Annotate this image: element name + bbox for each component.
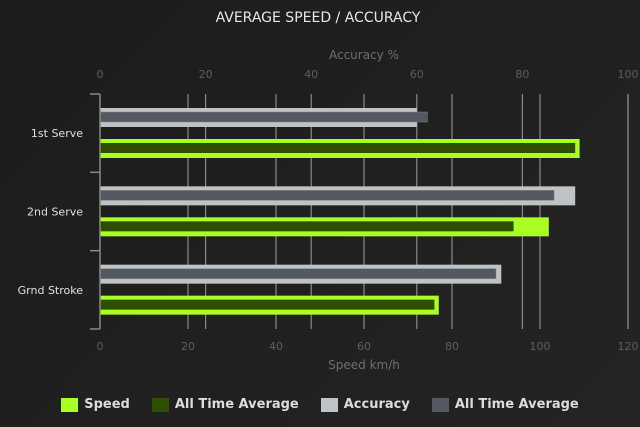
speed-average-bar	[100, 299, 435, 310]
speed-tick-label: 0	[97, 340, 104, 353]
accuracy-tick-label: 20	[199, 68, 213, 81]
speed-tick-label: 120	[618, 340, 639, 353]
legend-label: All Time Average	[454, 397, 579, 412]
legend-swatch	[431, 397, 449, 412]
legend-label: Speed	[84, 397, 130, 412]
legend-swatch	[320, 397, 338, 412]
accuracy-tick-label: 40	[304, 68, 318, 81]
speed-tick-label: 100	[530, 340, 551, 353]
accuracy-average-bar	[99, 268, 497, 279]
chart-title: AVERAGE SPEED / ACCURACY	[216, 10, 421, 26]
speed-tick-label: 40	[269, 340, 283, 353]
accuracy-tick-label: 0	[97, 68, 104, 81]
category-label: 2nd Serve	[27, 206, 83, 219]
legend-item[interactable]: Accuracy	[320, 397, 410, 412]
accuracy-average-bar	[99, 190, 555, 201]
chart: AVERAGE SPEED / ACCURACY Accuracy % Spee…	[18, 10, 639, 372]
accuracy-tick-label: 100	[618, 68, 639, 81]
legend-label: All Time Average	[174, 397, 299, 412]
accuracy-average-bar	[99, 111, 428, 123]
legend-label: Accuracy	[343, 397, 410, 412]
speed-tick-label: 20	[181, 340, 195, 353]
legend-swatch	[61, 397, 79, 412]
speed-average-bar	[100, 143, 576, 153]
speed-tick-label: 80	[445, 340, 459, 353]
category-label: 1st Serve	[31, 127, 83, 140]
speed-tick-label: 60	[357, 340, 371, 353]
top-axis-label: Accuracy %	[329, 48, 399, 62]
legend-item[interactable]: All Time Average	[431, 397, 579, 412]
legend-item[interactable]: All Time Average	[151, 397, 299, 412]
speed-average-bar	[100, 221, 514, 232]
accuracy-tick-label: 60	[410, 68, 424, 81]
accuracy-tick-label: 80	[515, 68, 529, 81]
legend-item[interactable]: Speed	[61, 397, 130, 412]
legend: Speed All Time Average Accuracy All Time Av…	[0, 397, 640, 412]
bottom-axis-label: Speed km/h	[328, 358, 400, 372]
legend-swatch	[151, 397, 169, 412]
category-label: Grnd Stroke	[18, 284, 84, 297]
